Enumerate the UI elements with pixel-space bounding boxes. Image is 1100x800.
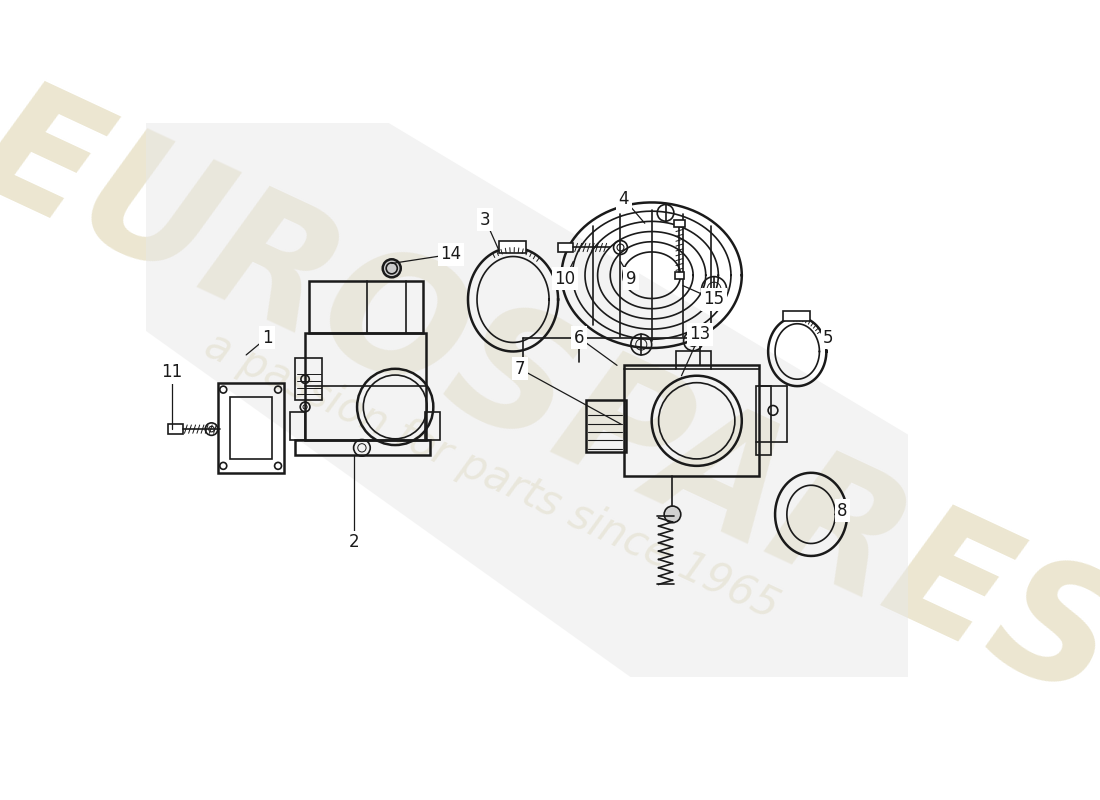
Text: EUROSPARES: EUROSPARES [0,65,1100,735]
Bar [756,386,771,455]
Text: a passion for parts since 1965: a passion for parts since 1965 [198,324,786,628]
Text: 13: 13 [690,325,711,343]
Bar [305,333,427,440]
Text: 14: 14 [440,246,461,263]
Bar [219,382,284,473]
Bar [168,424,183,434]
Text: 1: 1 [262,329,273,346]
Text: 8: 8 [837,502,848,520]
Text: 10: 10 [554,270,575,288]
Bar [289,413,305,440]
Polygon shape [145,122,909,678]
Bar [675,272,683,278]
Text: 5: 5 [823,329,834,346]
Text: 7: 7 [515,360,525,378]
Bar [674,220,685,226]
Bar [499,241,526,253]
Text: 11: 11 [162,363,183,382]
Bar [425,413,440,440]
Bar [624,366,759,476]
Text: 4: 4 [618,190,629,208]
Text: 6: 6 [573,329,584,346]
Circle shape [383,259,400,278]
Text: 9: 9 [626,270,636,288]
Bar [295,358,322,400]
Text: 3: 3 [480,210,491,229]
Circle shape [664,506,681,522]
Bar [295,440,430,455]
Text: 2: 2 [349,533,359,551]
Bar [558,242,573,252]
Bar [308,281,422,333]
Bar [230,397,272,459]
Bar [675,351,711,369]
Bar [783,311,810,321]
Bar [586,400,626,452]
Text: 15: 15 [704,290,725,309]
